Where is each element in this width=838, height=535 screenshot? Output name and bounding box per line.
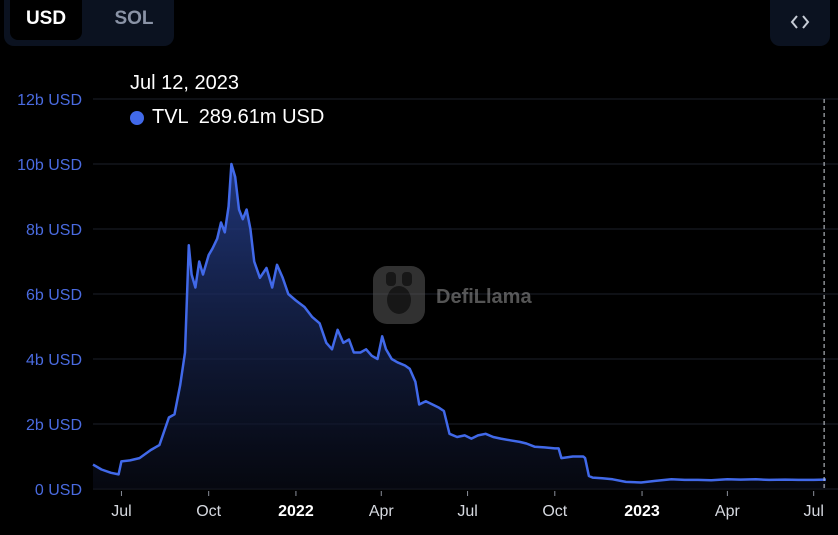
currency-toggle: USD SOL xyxy=(4,0,174,46)
tvl-line xyxy=(92,162,826,484)
y-tick-label: 4b USD xyxy=(26,352,82,369)
y-tick-label: 12b USD xyxy=(17,92,82,109)
x-tick-label: Apr xyxy=(369,503,395,520)
x-axis: Jul Oct 2022 Apr Jul Oct 2023 Apr Jul xyxy=(111,491,824,520)
y-axis: 0 USD 2b USD 4b USD 6b USD 8b USD 10b USD 12b … xyxy=(17,92,82,499)
embed-button[interactable] xyxy=(770,0,830,46)
x-tick-label: 2023 xyxy=(624,503,660,520)
tooltip-series: TVL xyxy=(152,106,189,128)
watermark: DefiLlama xyxy=(373,266,532,324)
tooltip-date: Jul 12, 2023 xyxy=(130,72,239,94)
x-tick-label: 2022 xyxy=(278,503,314,520)
x-tick-label: Oct xyxy=(542,503,567,520)
series-dot-icon xyxy=(130,110,144,125)
x-tick-label: Oct xyxy=(196,503,221,520)
x-tick-label: Apr xyxy=(715,503,741,520)
x-tick-label: Jul xyxy=(111,503,131,520)
usd-toggle-button[interactable]: USD xyxy=(10,0,82,40)
tvl-area xyxy=(93,164,826,489)
code-brackets-icon xyxy=(790,15,810,29)
y-tick-label: 6b USD xyxy=(26,287,82,304)
y-tick-label: 2b USD xyxy=(26,417,82,434)
x-tick-label: Jul xyxy=(803,503,823,520)
tooltip-row: TVL 289.61m USD xyxy=(130,106,324,129)
sol-toggle-button[interactable]: SOL xyxy=(114,8,154,29)
x-tick-label: Jul xyxy=(457,503,477,520)
y-tick-label: 10b USD xyxy=(17,157,82,174)
y-tick-label: 0 USD xyxy=(35,482,82,499)
y-tick-label: 8b USD xyxy=(26,222,82,239)
tooltip-value: 289.61m USD xyxy=(198,106,325,128)
llama-logo-icon xyxy=(373,266,425,324)
watermark-brand: DefiLlama xyxy=(436,286,532,308)
